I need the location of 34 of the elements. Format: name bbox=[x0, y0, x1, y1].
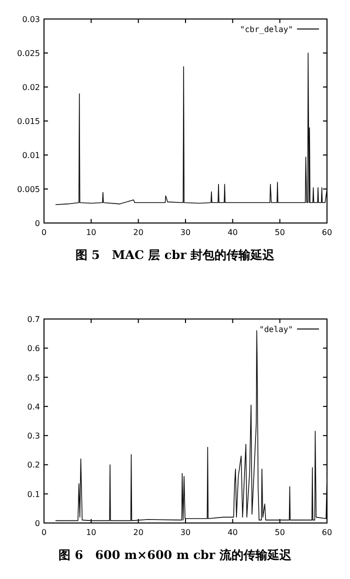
legend-label: "cbr_delay" bbox=[240, 25, 293, 34]
x-tick-label: 30 bbox=[180, 228, 191, 237]
text: 图 6 600 m×600 m cbr 流的传输延迟 bbox=[58, 548, 292, 562]
x-tick-label: 20 bbox=[133, 228, 144, 237]
x-tick-label: 50 bbox=[274, 528, 285, 537]
y-tick-label: 0.015 bbox=[17, 117, 40, 126]
legend-label: "delay" bbox=[259, 325, 293, 334]
y-tick-label: 0.5 bbox=[27, 373, 40, 382]
x-tick-label: 0 bbox=[41, 228, 47, 237]
x-tick-label: 30 bbox=[180, 528, 191, 537]
x-tick-label: 10 bbox=[86, 228, 96, 237]
x-tick-label: 20 bbox=[133, 528, 144, 537]
y-tick-label: 0.4 bbox=[27, 402, 40, 412]
y-tick-label: 0.03 bbox=[22, 15, 40, 24]
y-tick-label: 0.025 bbox=[17, 49, 40, 58]
y-tick-label: 0.01 bbox=[22, 151, 40, 160]
x-tick-label: 40 bbox=[228, 228, 238, 237]
y-tick-label: 0.6 bbox=[27, 344, 40, 354]
x-tick-label: 0 bbox=[41, 528, 47, 537]
x-tick-label: 50 bbox=[274, 228, 285, 237]
x-tick-label: 60 bbox=[322, 228, 332, 237]
x-tick-label: 10 bbox=[86, 528, 96, 537]
y-tick-label: 0 bbox=[34, 219, 40, 228]
y-tick-label: 0.005 bbox=[17, 185, 40, 194]
y-tick-label: 0 bbox=[34, 519, 40, 528]
y-tick-label: 0.7 bbox=[27, 315, 40, 324]
x-tick-label: 40 bbox=[228, 528, 238, 537]
text: 图 5 MAC 层 cbr 封包的传输延迟 bbox=[75, 248, 276, 262]
x-tick-label: 60 bbox=[322, 528, 332, 537]
y-tick-label: 0.02 bbox=[22, 83, 40, 92]
y-tick-label: 0.2 bbox=[27, 460, 40, 470]
y-tick-label: 0.3 bbox=[27, 432, 40, 441]
y-tick-label: 0.1 bbox=[27, 490, 40, 499]
line-series bbox=[55, 52, 328, 206]
